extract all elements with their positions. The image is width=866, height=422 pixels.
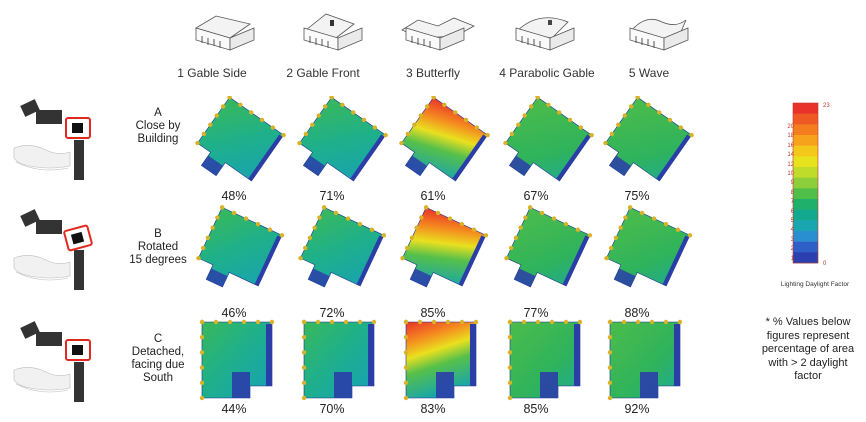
daylight-percentage: 85%	[420, 306, 446, 320]
daylight-percentage: 83%	[420, 402, 446, 416]
parabolic-gable-house-icon	[515, 17, 575, 51]
legend-tick-label: 12	[787, 161, 794, 168]
legend-color-band	[793, 113, 818, 125]
legend-color-band	[793, 188, 818, 200]
row-letter: C	[153, 333, 163, 345]
legend-color-band	[793, 145, 818, 157]
daylight-percentage: 44%	[221, 402, 247, 416]
gable-side-house-icon	[195, 15, 255, 51]
legend-tick-label: 5	[790, 218, 794, 224]
daylight-percentage: 92%	[624, 402, 650, 416]
legend-tick-label: 16	[787, 142, 794, 149]
legend-tick-label: 4	[790, 227, 794, 234]
daylight-plan-row1-col2	[297, 96, 388, 182]
daylight-percentage: 67%	[523, 189, 549, 203]
row-text-line: Building	[137, 133, 179, 145]
legend-color-band	[793, 241, 818, 253]
legend-tick-label: 7	[790, 199, 794, 206]
legend-color-band	[793, 177, 818, 189]
row-letter: B	[154, 228, 162, 240]
footnote-line: with > 2 daylight	[768, 356, 848, 369]
legend-tick-label: 9	[790, 180, 794, 187]
legend-tick-label: 2	[790, 246, 794, 253]
daylight-plan-row2-col1	[196, 205, 285, 288]
daylight-plan-row2-col3	[400, 205, 489, 288]
legend-tick-label: 6	[790, 208, 794, 215]
legend-color-band	[793, 199, 818, 210]
row-letter: A	[154, 107, 162, 119]
daylight-plan-row3-col3	[403, 319, 479, 401]
legend-color-band	[793, 252, 818, 264]
daylight-percentage: 46%	[221, 306, 247, 320]
legend-tick-label: 14	[787, 152, 794, 159]
wave-house-icon	[629, 18, 689, 51]
footnote-line: * % Values below	[765, 316, 851, 328]
legend-color-band	[793, 124, 818, 136]
gable-front-house-icon	[303, 13, 363, 51]
legend-tick-label: 3	[790, 236, 794, 243]
daylight-plan-row3-col5	[607, 319, 683, 401]
butterfly-house-icon	[401, 17, 475, 51]
footnote-line: percentage of area	[761, 343, 855, 355]
daylight-percentage: 48%	[221, 189, 247, 203]
footnote-line: factor	[794, 370, 822, 382]
daylight-percentage: 72%	[319, 306, 345, 320]
row-text-line: Close by	[135, 120, 181, 132]
column-label-parabolic-gable: 4 Parabolic Gable	[499, 66, 595, 80]
row-label-b: B Rotated 15 degrees	[118, 228, 198, 267]
legend-color-band	[793, 220, 818, 232]
column-label-gable-side: 1 Gable Side	[177, 66, 247, 80]
site-plan-thumbnail	[13, 321, 91, 402]
row-text-line: 15 degrees	[129, 254, 187, 266]
daylight-percentage: 75%	[624, 189, 650, 203]
daylight-plan-row2-col2	[298, 205, 387, 288]
site-plan-thumbnail	[13, 209, 93, 290]
legend-color-band	[793, 231, 818, 242]
daylight-plan-row1-col5	[603, 96, 694, 182]
daylight-plan-row2-col5	[604, 205, 693, 288]
legend-caption: Lighting Daylight Factor	[780, 281, 850, 288]
column-label-butterfly: 3 Butterfly	[405, 66, 461, 80]
daylight-percentage: 77%	[523, 306, 549, 320]
daylight-percentage: 61%	[420, 189, 446, 203]
column-label-wave: 5 Wave	[628, 66, 670, 80]
row-text-line: South	[142, 372, 174, 384]
legend-tick-label: 18	[787, 133, 794, 140]
daylight-plan-row1-col1	[195, 96, 286, 182]
row-text-line: Detached,	[131, 346, 185, 358]
daylight-factor-legend: 23 0	[792, 102, 830, 267]
site-plan-thumbnail	[13, 99, 91, 180]
footnote: * % Values below figures represent perce…	[752, 316, 864, 384]
daylight-percentage: 88%	[624, 306, 650, 320]
legend-min-label: 0	[823, 261, 827, 267]
legend-tick-label: 10	[787, 171, 794, 177]
legend-color-band	[793, 156, 818, 168]
legend-tick-label: 8	[790, 189, 794, 196]
daylight-plan-row2-col4	[504, 205, 593, 288]
legend-color-band	[793, 103, 818, 114]
legend-max-label: 23	[823, 103, 830, 109]
legend-color-band	[793, 167, 818, 178]
daylight-plan-row1-col3	[399, 96, 490, 182]
row-text-line: Rotated	[137, 241, 179, 253]
daylight-plan-row3-col4	[507, 319, 583, 401]
daylight-percentage: 70%	[319, 402, 345, 416]
row-label-a: A Close by Building	[118, 107, 198, 146]
daylight-plan-row3-col2	[301, 319, 377, 401]
daylight-percentage: 85%	[523, 402, 549, 416]
legend-color-band	[793, 209, 818, 221]
daylight-plan-row1-col4	[503, 96, 594, 182]
legend-tick-label: 1	[790, 255, 794, 262]
legend-tick-label: 20	[787, 124, 794, 130]
row-label-c: C Detached, facing due South	[118, 333, 198, 385]
footnote-line: figures represent	[766, 329, 850, 342]
legend-color-band	[793, 135, 818, 146]
row-text-line: facing due	[131, 359, 185, 371]
daylight-plan-row3-col1	[199, 319, 275, 401]
daylight-percentage: 71%	[319, 189, 345, 203]
column-label-gable-front: 2 Gable Front	[286, 66, 360, 80]
